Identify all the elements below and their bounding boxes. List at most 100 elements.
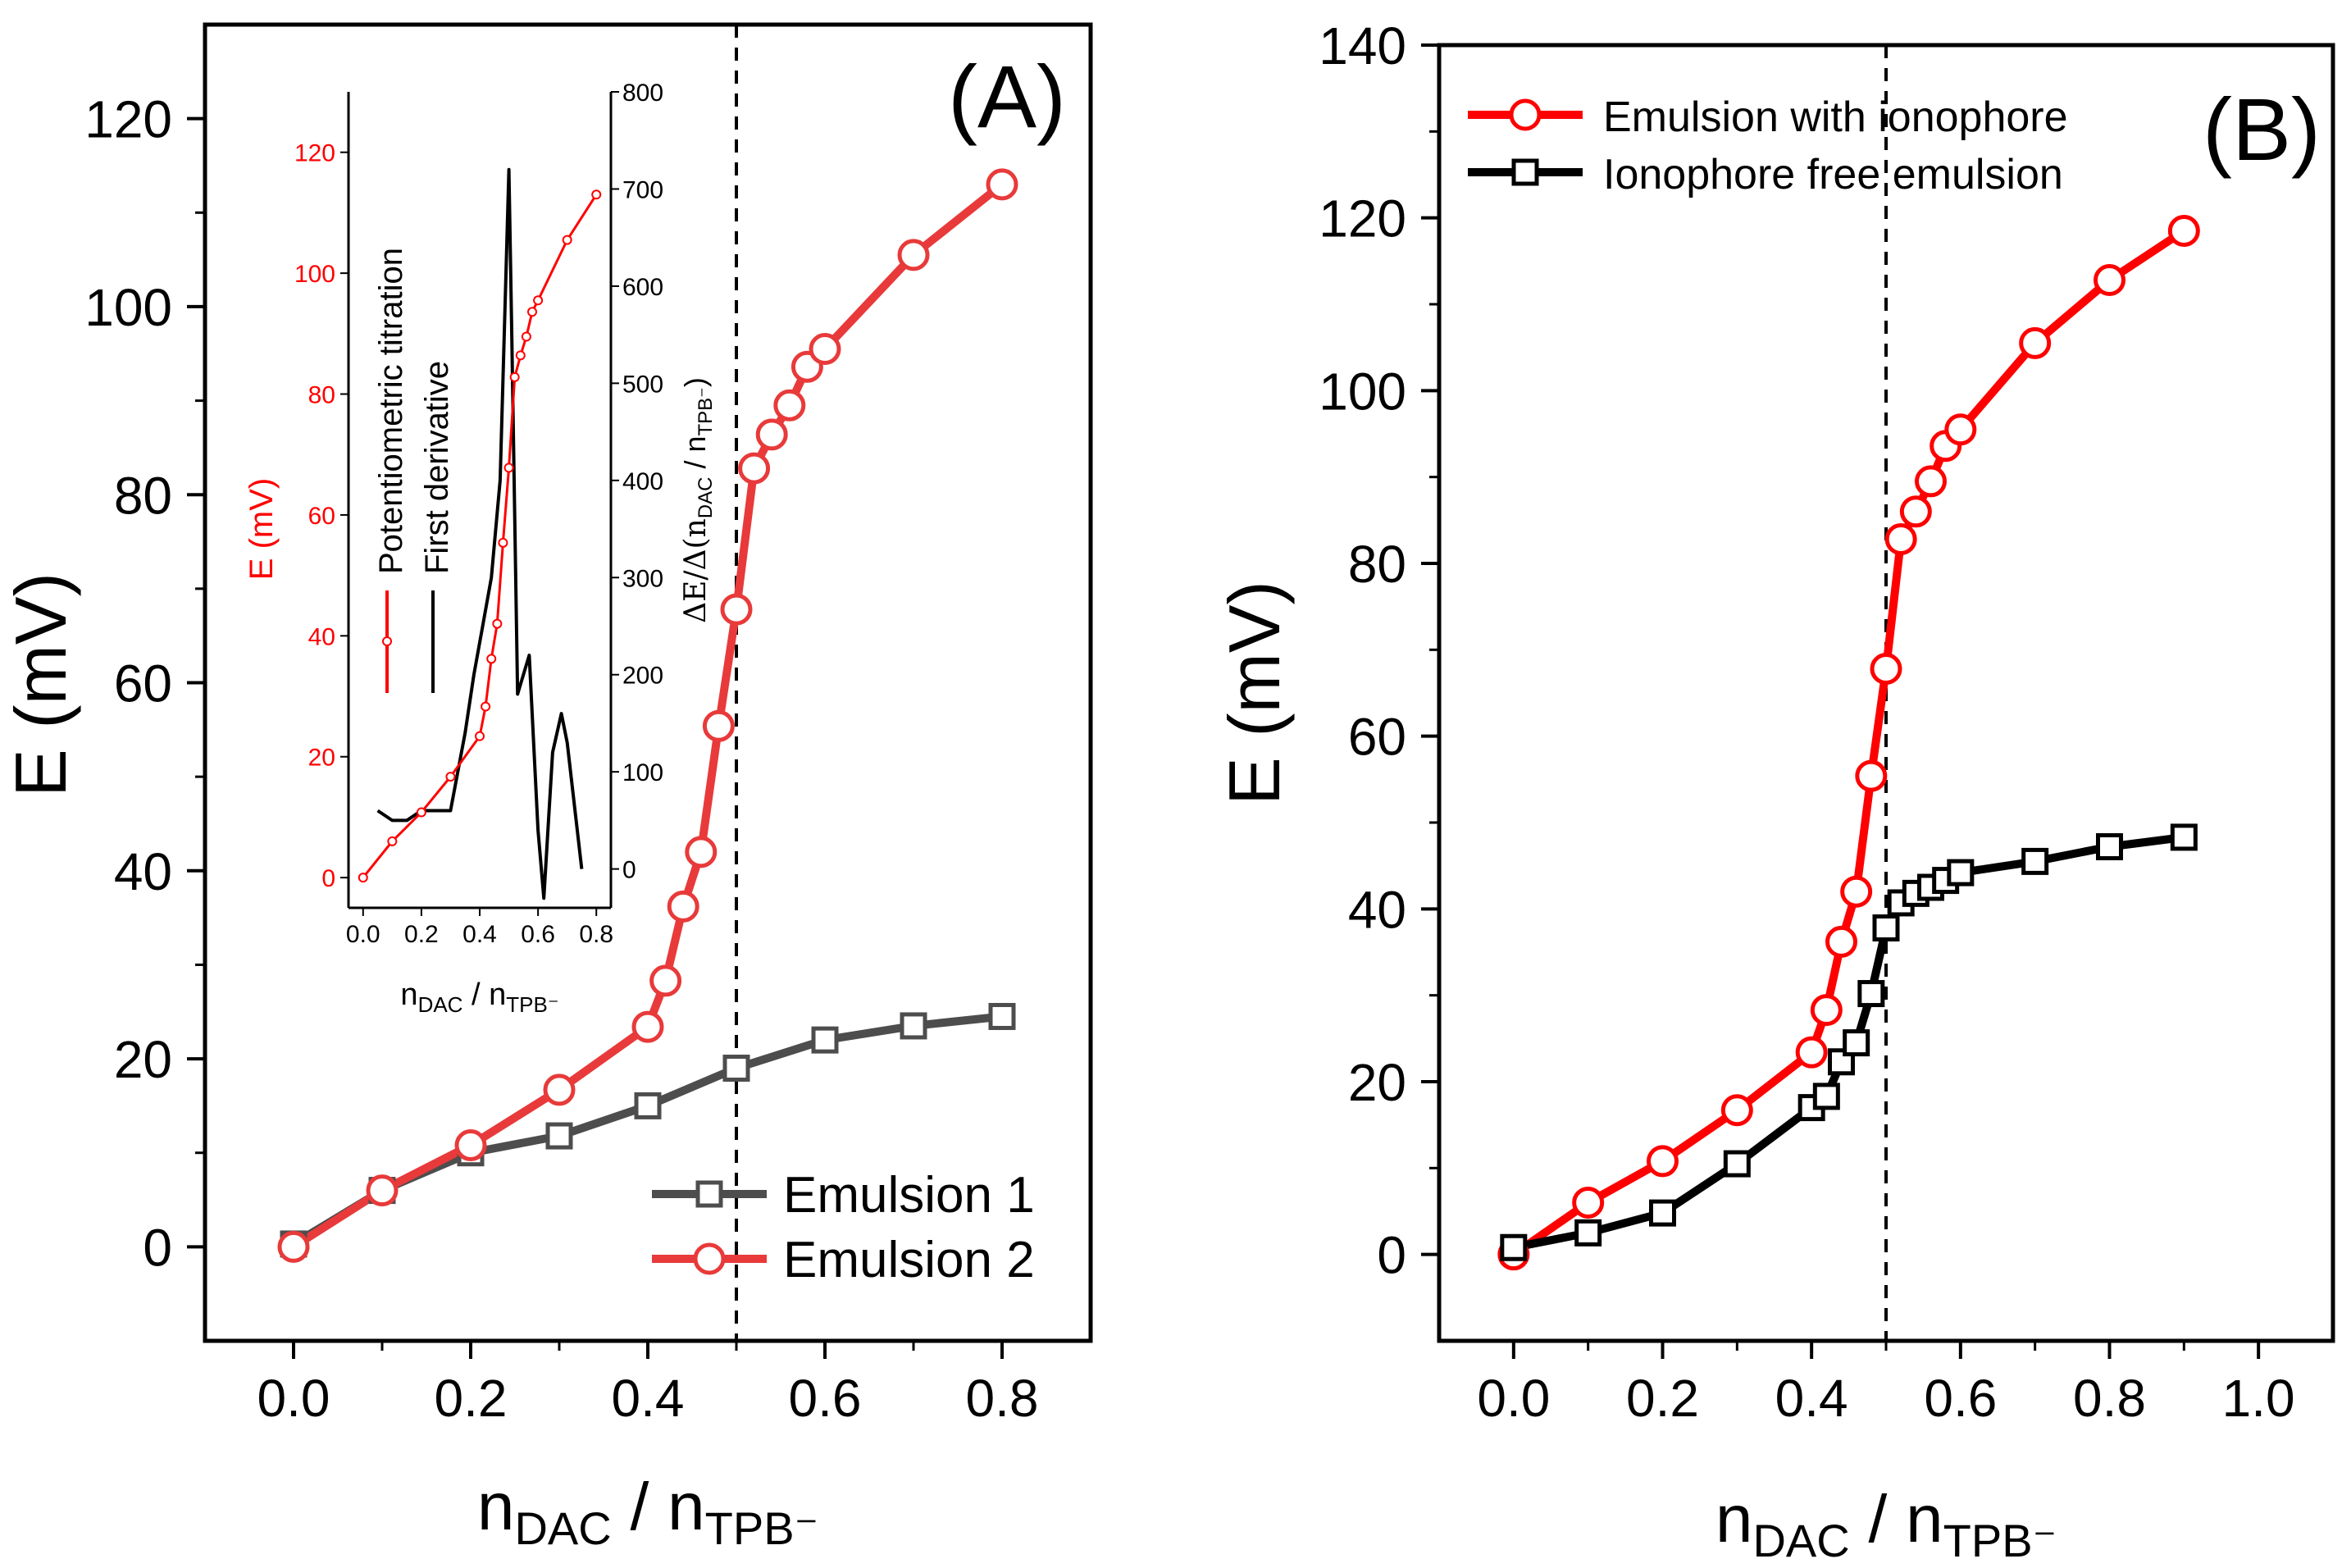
y-tick-label: 100	[1319, 362, 1406, 421]
data-point-circle	[454, 1129, 487, 1162]
data-point-circle	[1855, 759, 1888, 792]
data-point-circle	[702, 709, 735, 742]
legend-label: Emulsion with ionophore	[1603, 93, 2068, 141]
legend-item-ionophore-free-emulsion: Ionophore free emulsion	[1468, 151, 2063, 198]
inset-xlabel: nDAC / nTPB⁻	[400, 978, 558, 1017]
data-point-square	[1574, 1219, 1602, 1247]
data-point-square	[634, 1092, 662, 1119]
data-point-square	[2170, 823, 2198, 851]
y-tick-label: 0	[143, 1218, 172, 1277]
data-point-circle	[1720, 1094, 1753, 1127]
legend-circle-marker	[693, 1242, 726, 1275]
panel-b-ylabel: E (mV)	[1214, 581, 1295, 805]
y-tick-label: 100	[84, 278, 172, 337]
data-point-circle	[773, 389, 806, 422]
panel-a-ylabel: E (mV)	[0, 572, 81, 797]
inset-data-point	[533, 295, 544, 306]
data-point-square	[545, 1122, 573, 1150]
data-point-square	[900, 1012, 927, 1040]
legend-label: Emulsion 2	[783, 1232, 1035, 1288]
data-point-circle	[1915, 465, 1947, 498]
x-tick-label: 0.0	[257, 1369, 330, 1428]
legend-item-emulsion-with-ionophore: Emulsion with ionophore	[1468, 93, 2068, 141]
inset-y-tick-label-right: 200	[622, 663, 663, 690]
inset-data-point	[486, 654, 497, 664]
y-tick-label: 20	[1348, 1053, 1406, 1112]
data-point-square	[1857, 980, 1885, 1008]
inset-data-point	[492, 618, 503, 629]
inset-y-tick-label-right: 700	[622, 176, 663, 203]
data-point-circle	[720, 593, 753, 626]
inset-y-tick-label-left: 80	[308, 382, 335, 409]
inset-y-tick-label-left: 120	[294, 140, 335, 167]
inset-x-tick-label: 0.4	[462, 921, 497, 948]
y-tick-label: 60	[1348, 708, 1406, 767]
legend-circle-marker	[1509, 98, 1542, 131]
inset-data-point	[515, 350, 526, 361]
inset-data-point	[509, 371, 520, 382]
data-point-circle	[685, 836, 718, 868]
inset-y-tick-label-right: 600	[622, 274, 663, 301]
inset-ylabel-right: ΔE/Δ(nDAC / nTPB⁻)	[678, 377, 717, 623]
data-point-circle	[897, 239, 930, 271]
data-point-circle	[809, 333, 841, 366]
panel-b: 0.0 0.2 0.4 0.6 0.8 1.0 0 20 40 60 80 100 120 140 (B)…	[1214, 16, 2335, 1566]
legend-square-marker	[695, 1180, 723, 1208]
data-point-circle	[755, 418, 788, 451]
data-point-circle	[2167, 214, 2200, 247]
legend-item-emulsion-2: Emulsion 2	[652, 1232, 1035, 1288]
inset-y-tick-label-right: 400	[622, 468, 663, 495]
data-point-circle	[1647, 1145, 1679, 1178]
data-point-square	[1843, 1029, 1870, 1057]
panel-a: 0.0 0.2 0.4 0.6 0.8 0 20 40 60 80 100 120 (A) E (mV…	[0, 22, 1093, 1554]
y-tick-label: 20	[114, 1030, 172, 1089]
inset-legend-red-marker	[382, 636, 392, 646]
data-point-circle	[2094, 264, 2125, 297]
y-tick-label: 140	[1319, 16, 1406, 75]
inset-y-tick-label-right: 800	[622, 80, 663, 107]
legend-square-marker	[1511, 158, 1539, 186]
data-point-circle	[738, 452, 771, 485]
inset-data-point	[387, 836, 398, 846]
inset-legend: Potentiometric titration First derivativ…	[373, 248, 455, 693]
inset-data-point	[416, 807, 426, 818]
data-point-circle	[1870, 653, 1902, 686]
inset-y-tick-label-left: 0	[321, 865, 335, 892]
y-tick-label: 80	[1348, 535, 1406, 594]
data-point-square	[1723, 1150, 1751, 1178]
data-point-square	[988, 1002, 1016, 1030]
panel-a-label: (A)	[948, 47, 1066, 146]
data-point-circle	[1840, 875, 1873, 908]
data-point-square	[722, 1055, 750, 1083]
x-tick-label: 0.2	[1626, 1369, 1699, 1428]
data-point-circle	[2019, 326, 2052, 359]
data-point-circle	[649, 964, 682, 997]
inset-data-point	[481, 701, 491, 712]
data-point-circle	[366, 1174, 399, 1207]
data-point-circle	[1795, 1036, 1828, 1069]
inset-data-point	[591, 189, 602, 200]
inset-x-tick-label: 0.0	[346, 921, 380, 948]
data-point-circle	[1944, 413, 1977, 446]
inset-y-tick-label-left: 40	[308, 623, 335, 650]
series-line	[1510, 227, 2187, 1258]
inset-y-tick-label-right: 100	[622, 759, 663, 786]
legend-label: Emulsion 1	[783, 1167, 1035, 1224]
x-tick-label: 0.4	[1775, 1369, 1848, 1428]
inset-data-point	[562, 235, 572, 245]
inset-data-point	[498, 537, 508, 548]
inset-ylabel-left: E (mV)	[244, 478, 280, 580]
inset-data-point	[358, 873, 368, 883]
y-tick-label: 80	[114, 466, 172, 525]
data-point-circle	[1810, 994, 1843, 1027]
data-point-square	[1947, 859, 1975, 887]
x-tick-label: 0.6	[1924, 1369, 1997, 1428]
panel-b-xlabel: nDAC / nTPB⁻	[1715, 1482, 2057, 1566]
x-tick-label: 0.0	[1477, 1369, 1550, 1428]
data-point-circle	[1825, 925, 1857, 958]
legend-label: Ionophore free emulsion	[1603, 151, 2063, 198]
inset-data-point	[527, 307, 537, 317]
inset-data-point	[521, 331, 531, 342]
legend-item-emulsion-1: Emulsion 1	[652, 1167, 1035, 1224]
inset-legend-label-derivative: First derivative	[419, 361, 455, 574]
